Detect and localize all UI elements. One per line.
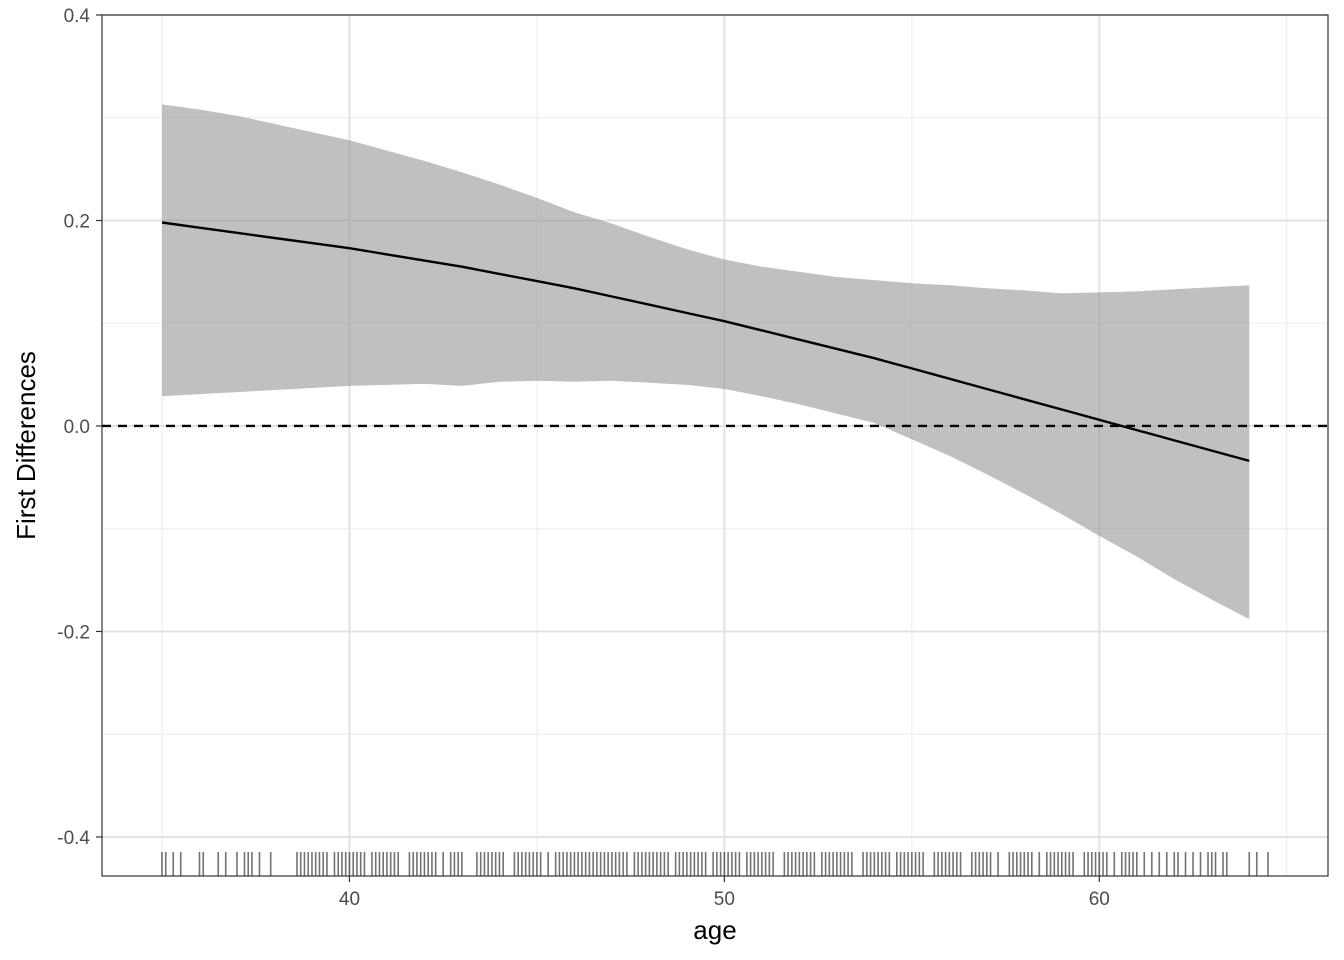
x-tick-label: 50 — [714, 889, 735, 910]
rug-layer — [161, 852, 1269, 876]
x-axis-title: age — [693, 915, 736, 945]
confidence-ribbon — [162, 104, 1250, 620]
y-tick-label: -0.4 — [57, 828, 90, 849]
y-axis-title: First Differences — [11, 351, 41, 540]
panel-border — [101, 14, 1329, 877]
x-tick-label: 60 — [1089, 889, 1110, 910]
y-tick-label: -0.2 — [57, 622, 90, 643]
y-axis-ticks: -0.4 -0.2 0.0 0.2 0.4 — [57, 6, 102, 849]
y-tick-label: 0.0 — [64, 417, 90, 438]
x-axis-ticks: 40 50 60 — [339, 876, 1110, 910]
estimate-line-layer — [161, 221, 1250, 463]
confidence-ribbon-layer — [162, 104, 1250, 620]
y-tick-label: 0.4 — [64, 6, 91, 27]
y-tick-label: 0.2 — [64, 211, 90, 232]
x-tick-label: 40 — [339, 889, 360, 910]
estimate-line — [161, 221, 1250, 463]
